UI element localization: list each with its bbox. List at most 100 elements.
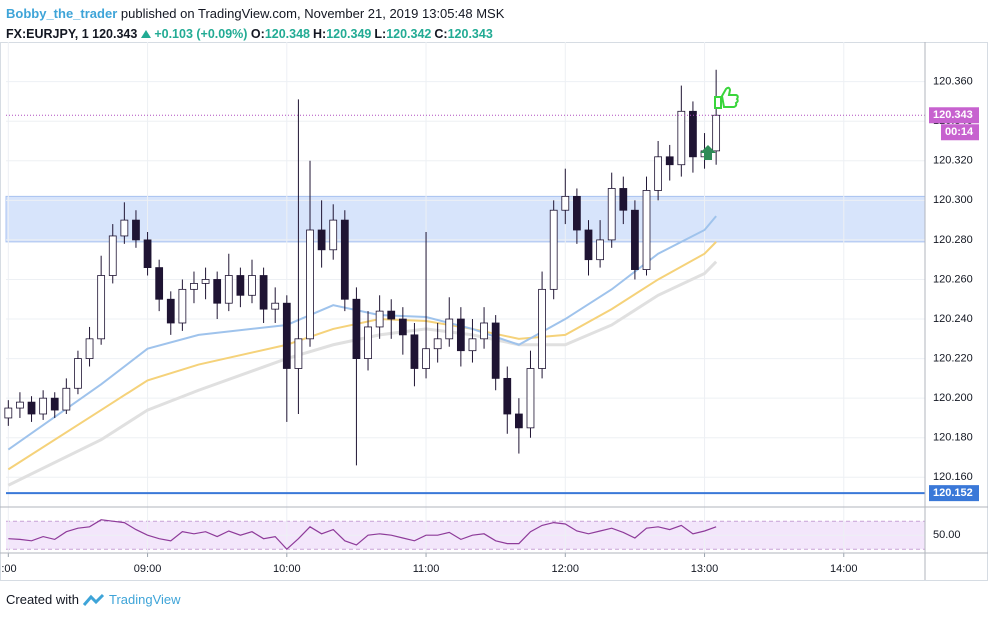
x-tick-label: 13:00 [691,563,719,575]
candle-body [97,275,106,340]
candle-body [573,195,581,231]
candle-body [340,219,349,300]
candle-body [503,377,512,415]
candle-body [306,229,314,340]
candle-body [259,275,268,310]
candle-body [62,387,71,411]
y-tick-label: 120.260 [933,273,973,285]
candle-body [236,275,245,296]
ohlc-value: 120.349 [326,27,372,41]
candle-body [294,338,303,369]
published: published on TradingView.com, November 2… [120,6,505,21]
candle-body [329,219,338,251]
candle-body [155,267,164,300]
y-tick-label: 120.200 [933,392,973,404]
candle-body [445,318,454,340]
candle-body [526,368,535,429]
price-label-bg [929,485,979,502]
candle-body [108,235,117,276]
candle-body [422,348,430,369]
candle-body [50,397,59,411]
candle-body [387,310,396,320]
tv-logo [82,593,105,606]
candle-body [166,298,175,324]
y-tick-label: 120.240 [933,313,973,325]
y-tick-label: 120.280 [933,234,973,246]
candle-body [375,310,384,328]
candle-body [607,188,616,241]
ohlc: O:120.348 H:120.349 L:120.342 C:120.343 [251,27,496,41]
candle-body [317,229,326,251]
annotations [700,86,739,160]
ohlc-label: L: [374,27,387,41]
candle-body [631,209,639,270]
up-arrow [140,30,151,38]
header: Bobby_the_trader published on TradingVie… [6,4,504,44]
candle-body [85,338,94,360]
candle-body [248,275,256,296]
candle-body [4,407,13,419]
ohlc-label: C: [434,27,448,41]
candle-body [584,229,593,261]
countdown: 00:14 [945,126,974,138]
x-tick-label: 10:00 [273,563,301,575]
ohlc-value: 120.348 [264,27,310,41]
chart: 120.160 120.180 120.200 120.220 120.240 120.2… [0,42,988,581]
brand[interactable]: TradingView [108,592,181,607]
ohlc-value: 120.342 [386,27,432,41]
candle-body [213,279,222,304]
candle-body [561,195,570,211]
candle-body [514,413,523,429]
line-series [7,241,717,471]
y-tick-label: 120.220 [933,353,973,365]
zone [5,195,926,243]
candle-body [538,288,546,369]
y-tick-label: 120.300 [933,194,973,206]
candle-body [689,110,697,158]
x-tick-label: 14:00 [830,563,858,575]
candle-body [39,397,48,415]
candle-body [410,334,419,369]
ohlc-label: H: [313,27,327,41]
y-tick-label: 120.360 [933,76,973,88]
candle-body [491,322,500,379]
candle-body [364,326,372,360]
line-series [8,519,717,551]
price-label-bg [929,107,979,124]
candle-body [456,318,465,352]
candle-body [480,322,488,340]
up-arrow-marker [700,145,716,160]
author[interactable]: Bobby_the_trader [6,6,118,21]
publish-line: Bobby_the_trader published on TradingVie… [6,4,504,24]
candle-body [201,279,210,284]
candle-body [74,358,82,389]
price-label: 120.152 [933,487,973,499]
candle-body [120,219,129,237]
x-tick-label: :00 [1,563,16,575]
x-tick-label: 12:00 [552,563,580,575]
created-with: Created with [6,592,79,607]
candle-body [654,156,662,191]
candle-body [27,401,36,415]
candle-body [178,288,187,324]
price-label: 120.343 [933,109,973,121]
candle-body [398,318,407,336]
candle-body [665,156,674,166]
candle-body [143,239,152,268]
countdown-bg [941,124,979,141]
candle-body [549,209,558,290]
ohlc-label: O: [250,27,265,41]
y-tick-label: 120.180 [933,432,973,444]
y-tick-label: 120.320 [933,155,973,167]
candle-body [271,302,280,310]
frame [0,42,988,581]
symbol-line: FX:EURJPY, 1 120.343 +0.103 (+0.09%) O:1… [6,24,504,44]
candle-body [16,401,24,409]
change: +0.103 (+0.09%) [154,27,248,41]
y-tick-label: 50.00 [933,529,961,541]
candle-body [596,239,604,261]
candle-body [190,283,198,290]
last-price: 120.343 [92,27,138,41]
thumbs-up [714,86,739,109]
candle-body [224,275,233,304]
